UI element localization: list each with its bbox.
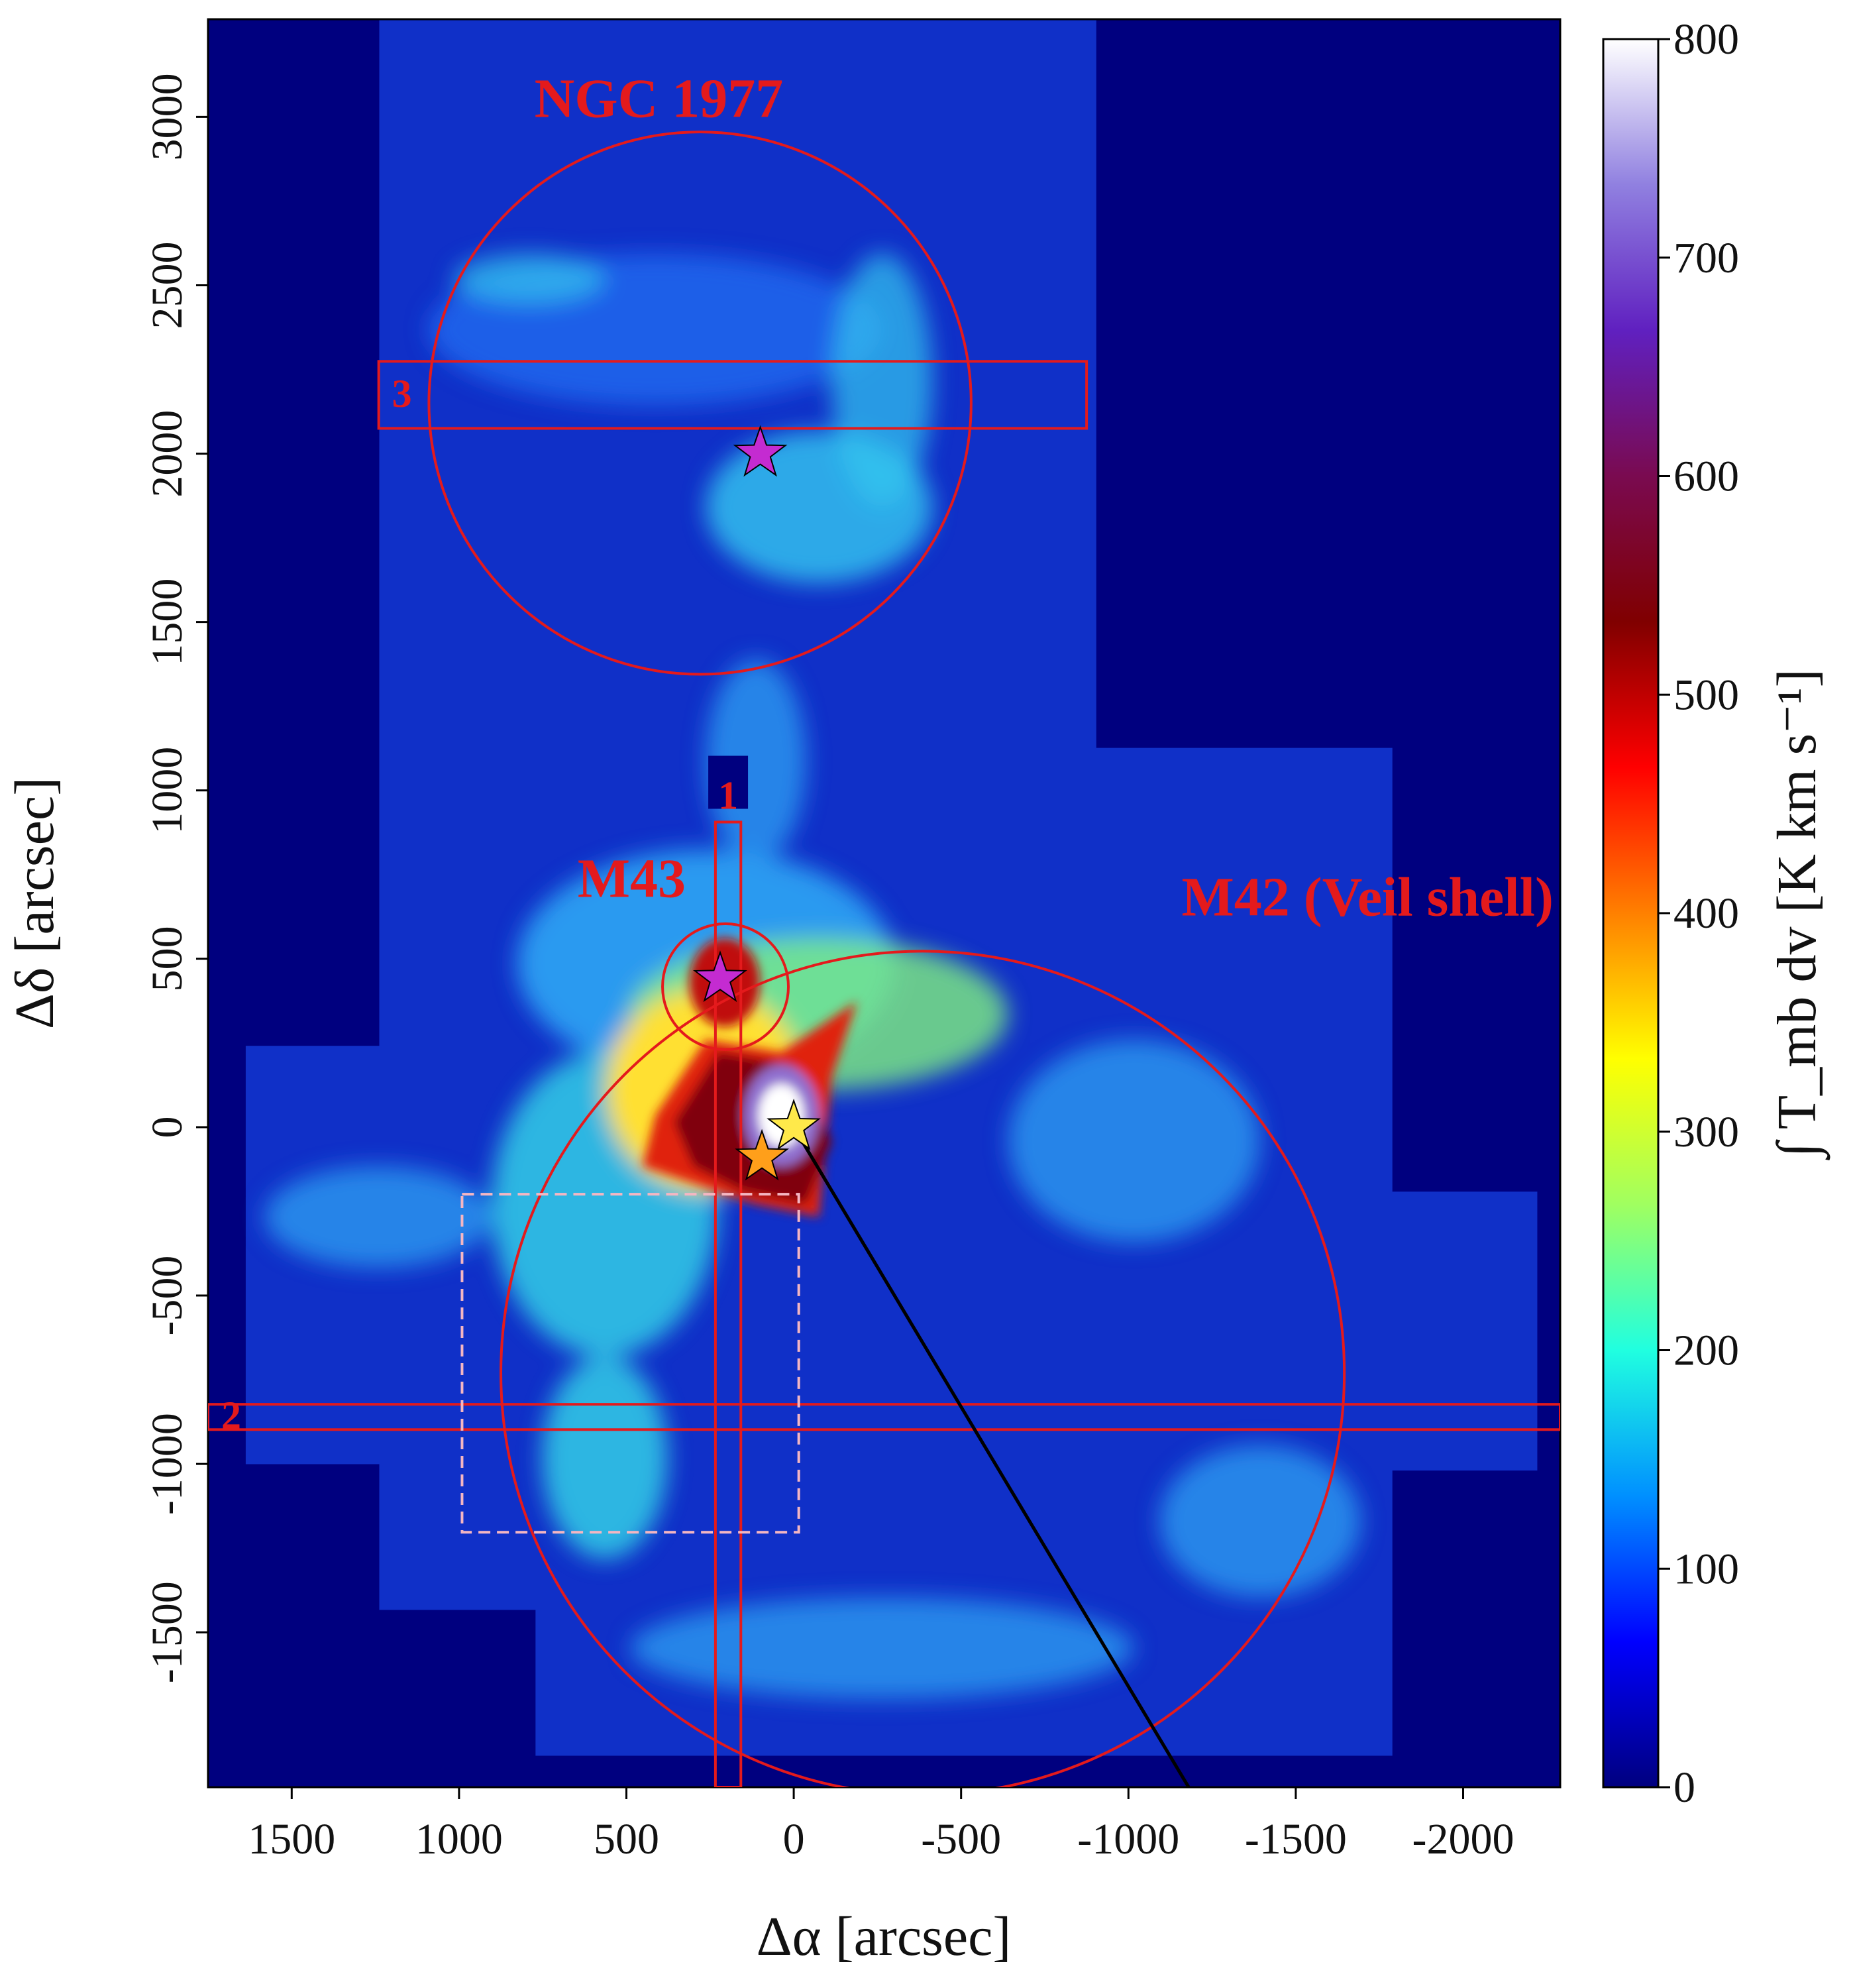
x-tick-label: -1500 bbox=[1245, 1815, 1347, 1863]
x-tick-label: 1500 bbox=[248, 1815, 335, 1863]
region-box bbox=[377, 360, 1088, 430]
colorbar-tick-label: 0 bbox=[1673, 1763, 1695, 1812]
y-tick-label: -1500 bbox=[143, 1581, 191, 1683]
overlays bbox=[208, 131, 1560, 1787]
region-box bbox=[714, 820, 743, 1787]
region-label: 1 bbox=[718, 774, 738, 818]
label-background bbox=[708, 755, 749, 809]
x-tick-label: 500 bbox=[594, 1815, 659, 1863]
y-axis-label: Δδ [arcsec] bbox=[4, 777, 66, 1029]
y-tick-label: -1000 bbox=[143, 1413, 191, 1515]
region-box bbox=[208, 1403, 1560, 1431]
star bbox=[733, 425, 788, 477]
colorbar-tick-label: 200 bbox=[1673, 1327, 1739, 1375]
colorbar-label: ∫ T_mb dv [K km s⁻¹] bbox=[1766, 669, 1830, 1160]
x-tick-label: -2000 bbox=[1412, 1815, 1514, 1863]
colorbar-tick-label: 600 bbox=[1673, 453, 1739, 501]
colorbar-tick-label: 500 bbox=[1673, 671, 1739, 719]
colorbar-tick-label: 300 bbox=[1673, 1108, 1739, 1156]
region-circle bbox=[427, 131, 973, 676]
colorbar-tick-label: 700 bbox=[1673, 234, 1739, 282]
y-tick-label: 1000 bbox=[143, 747, 191, 834]
x-tick-label: -1000 bbox=[1077, 1815, 1179, 1863]
x-axis-label: Δα [arcsec] bbox=[757, 1906, 1012, 1967]
y-tick-label: 2500 bbox=[143, 241, 191, 329]
region-circle bbox=[661, 922, 790, 1052]
star bbox=[767, 1098, 821, 1150]
region-label: 2 bbox=[221, 1394, 241, 1437]
region-label: M43 bbox=[578, 848, 686, 909]
direction-line bbox=[792, 1126, 1191, 1787]
y-tick-label: 3000 bbox=[143, 73, 191, 160]
y-tick-label: -500 bbox=[143, 1256, 191, 1336]
y-tick-label: 2000 bbox=[143, 410, 191, 498]
x-tick-label: 1000 bbox=[415, 1815, 503, 1863]
star bbox=[735, 1129, 789, 1181]
dashed-box bbox=[460, 1193, 800, 1534]
colorbar bbox=[1602, 38, 1660, 1789]
star bbox=[693, 950, 747, 1003]
colorbar-tick-label: 800 bbox=[1673, 15, 1739, 64]
y-tick-label: 1500 bbox=[143, 579, 191, 666]
y-tick-label: 0 bbox=[143, 1116, 191, 1138]
colorbar-tick-label: 400 bbox=[1673, 889, 1739, 938]
region-label: M42 (Veil shell) bbox=[1181, 867, 1554, 928]
plot-frame bbox=[207, 18, 1562, 1789]
x-tick-label: 0 bbox=[783, 1815, 805, 1863]
region-label: NGC 1977 bbox=[535, 68, 784, 130]
region-circle bbox=[500, 950, 1346, 1787]
region-label: 3 bbox=[392, 372, 412, 415]
colorbar-tick-label: 100 bbox=[1673, 1545, 1739, 1593]
x-tick-label: -500 bbox=[921, 1815, 1001, 1863]
y-tick-label: 500 bbox=[143, 926, 191, 991]
intensity-map bbox=[245, 19, 1538, 1756]
